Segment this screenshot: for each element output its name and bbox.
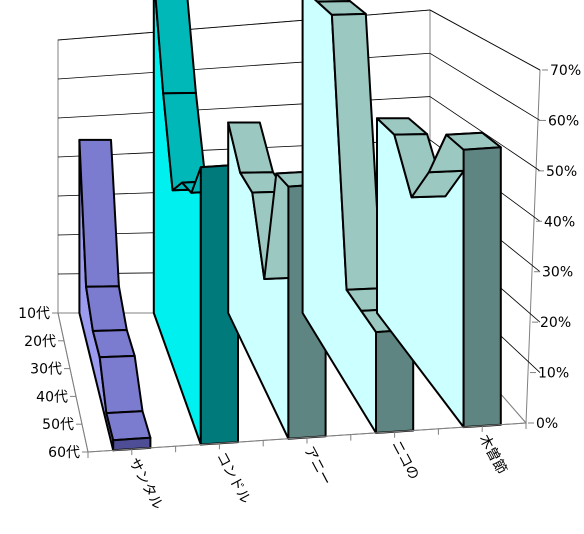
y-tick-label: 30% [542,265,573,281]
y-tick-label: 70% [550,63,581,79]
ribbon-top-face [85,285,128,332]
ribbon-top-face [98,354,144,415]
ribbon-group [78,0,502,452]
x-tick-label: コンドル [213,450,253,507]
ribbon-top-face [78,138,120,288]
x-tick-label: 木曽節 [476,432,511,477]
depth-tick-label: 30代 [30,362,62,378]
x-tick-label: アニー [300,444,334,488]
back-gridline [57,9,431,41]
x-tick-label: ニコの [388,438,422,483]
ribbon-top-face [105,410,152,442]
side-gridline [429,52,541,121]
ribbon-front-face [462,146,502,429]
y-tick-label: 60% [548,113,579,129]
depth-axis-line [57,312,89,453]
x-tick-label: サンタル [125,455,165,512]
depth-tick-label: 10代 [18,306,50,322]
depth-tick-label: 20代 [24,334,56,350]
depth-tick-label: 60代 [48,445,80,461]
y-tick-label: 20% [540,315,571,331]
y-tick-label: 50% [546,164,577,180]
y-tick-label: 10% [538,366,569,382]
depth-tick-label: 40代 [36,389,68,405]
y-tick-label: 0% [536,416,558,432]
ribbon-1 [152,0,239,446]
ribbon-top-face [91,329,136,359]
ribbon-3 [301,0,415,434]
y-tick-label: 40% [544,214,575,230]
side-gridline [429,9,541,71]
ribbon-4 [376,117,502,429]
depth-tick-label: 50代 [42,417,74,433]
